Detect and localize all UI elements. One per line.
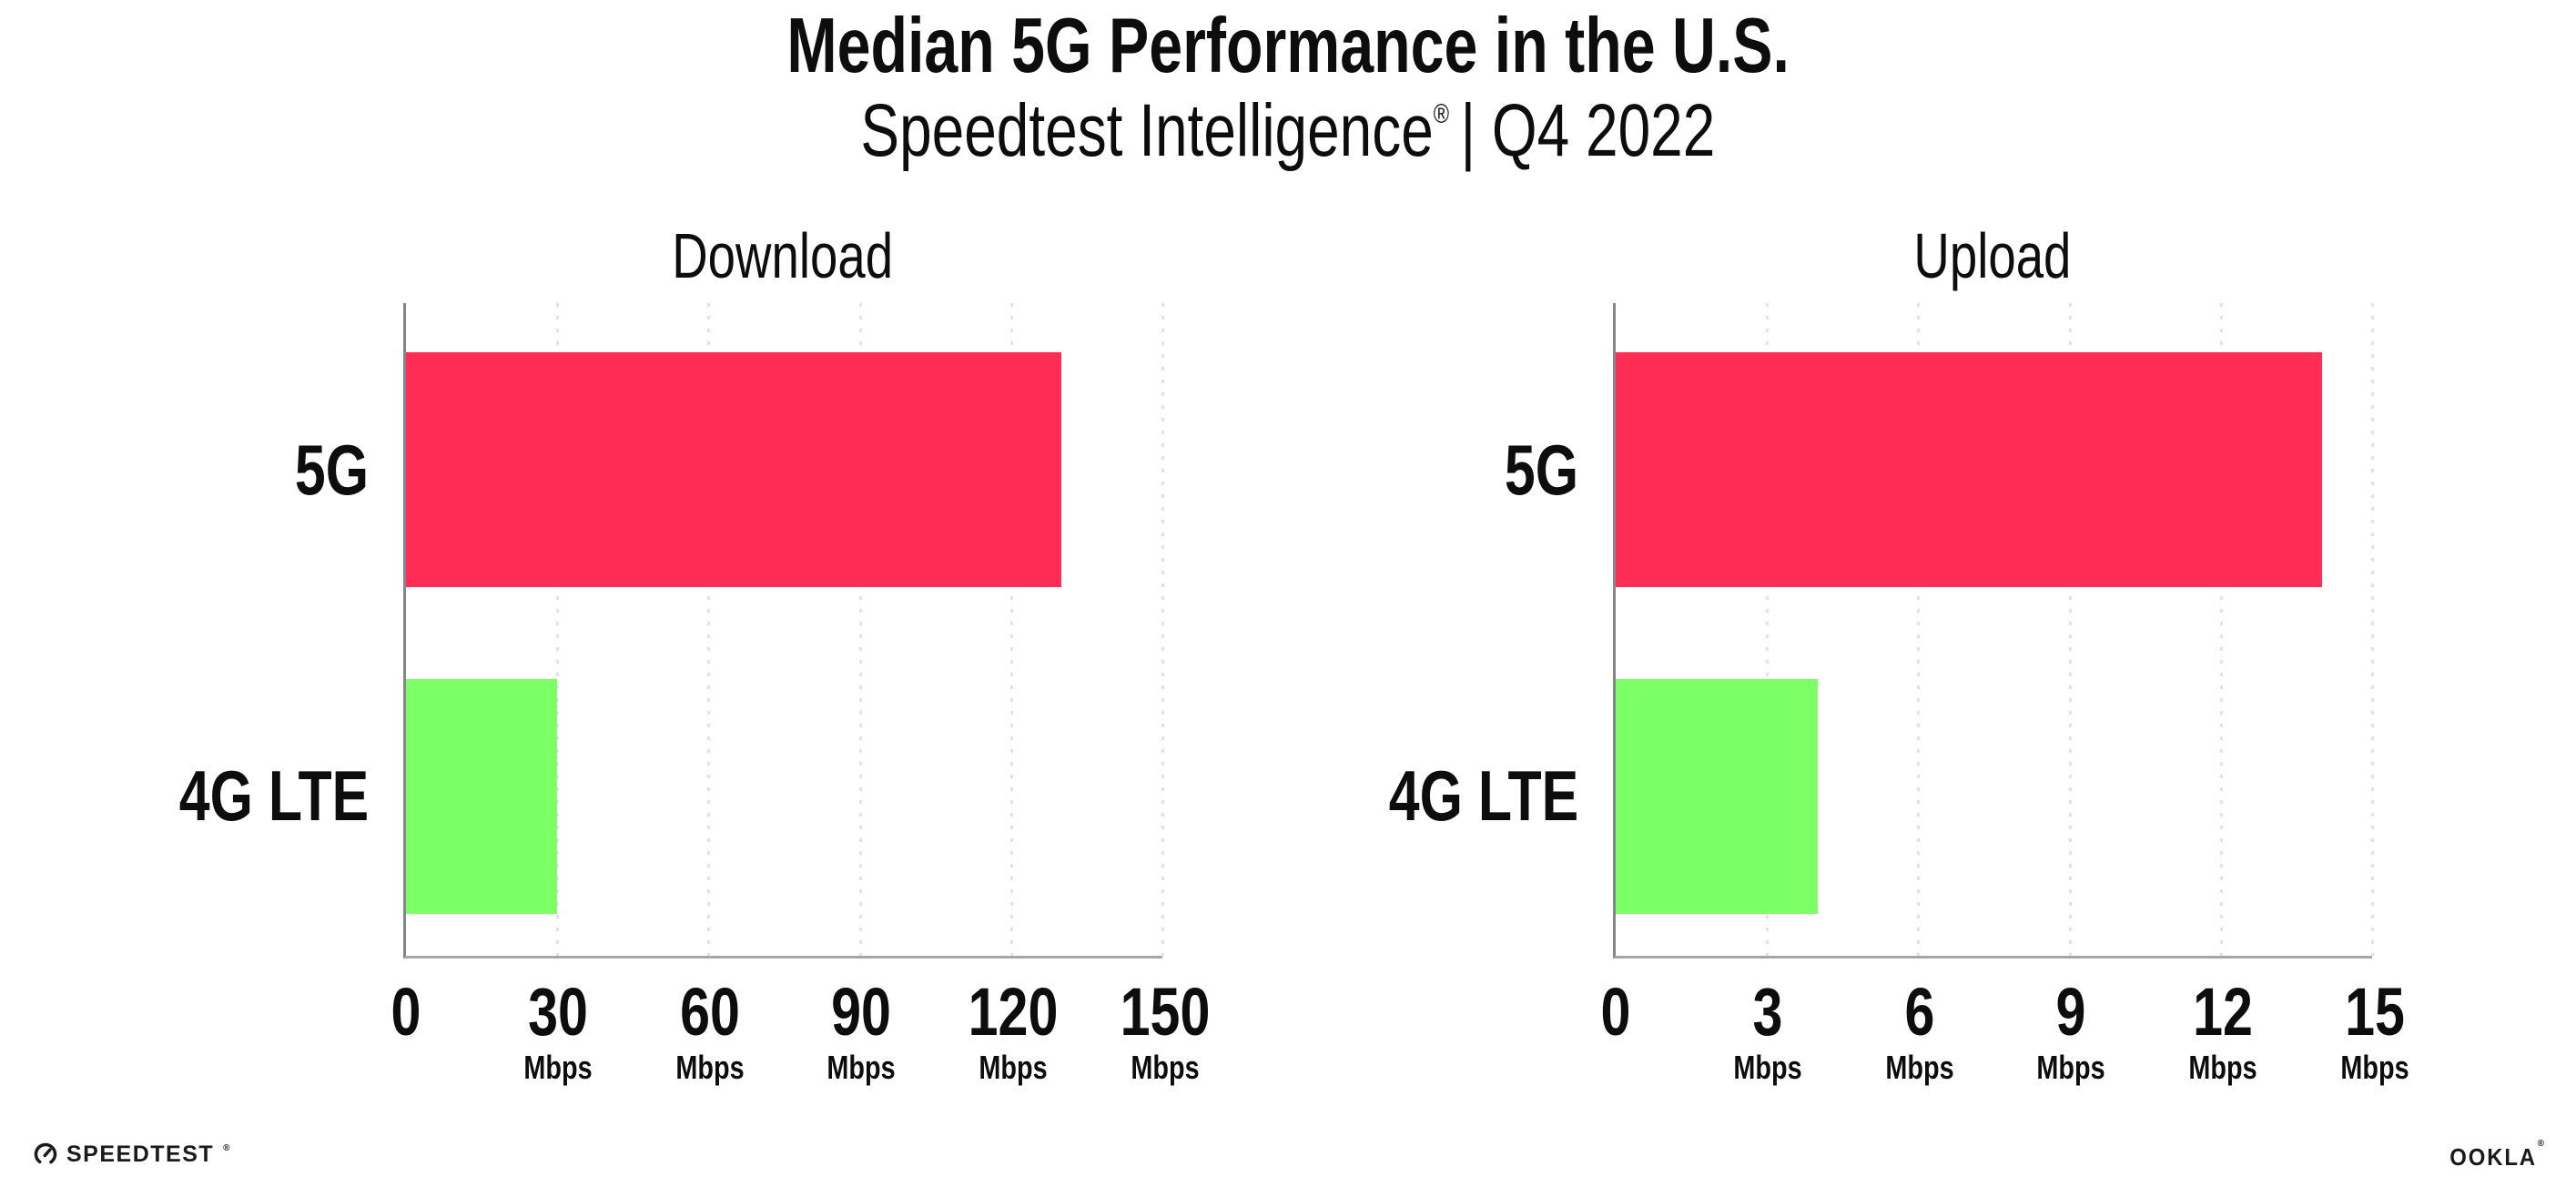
speedtest-logo: SPEEDTEST ® [33, 1141, 230, 1167]
registered-trademark-icon: ® [223, 1142, 230, 1153]
gridline [556, 303, 560, 956]
registered-trademark-icon: ® [2537, 1139, 2544, 1149]
gridline [2371, 303, 2374, 956]
gridline [1161, 303, 1164, 956]
upload-plot-area [1613, 303, 2374, 959]
bar-5g-upload [1616, 352, 2322, 587]
gridline [2068, 303, 2072, 956]
bar-4g-lte-download [406, 679, 558, 914]
x-tick: 6 Mbps [1884, 974, 1954, 1086]
category-label-4g-lte-upload: 4G LTE [1388, 756, 1578, 836]
gridline [707, 303, 711, 956]
download-x-axis: 0 30 Mbps 60 Mbps 90 Mbps 120 Mbps 150 M… [391, 974, 1211, 1097]
category-label-5g-download: 5G [294, 430, 369, 510]
gridline [2219, 303, 2223, 956]
x-tick: 9 Mbps [2036, 974, 2105, 1086]
page-subtitle: Speedtest Intelligence® | Q4 2022 [0, 94, 2576, 168]
x-tick: 3 Mbps [1733, 974, 1802, 1086]
upload-chart-title: Upload [1913, 220, 2072, 291]
speedtest-gauge-icon [34, 1142, 57, 1166]
gridline [858, 303, 862, 956]
gridline [1009, 303, 1013, 956]
category-label-4g-lte-download: 4G LTE [178, 756, 369, 836]
bar-5g-download [406, 352, 1062, 587]
gridline [1917, 303, 1921, 956]
x-tick: 0 [1600, 974, 1631, 1050]
page-title-text: Median 5G Performance in the U.S. [786, 3, 1790, 89]
category-label-5g-upload: 5G [1504, 430, 1578, 510]
x-tick: 90 Mbps [827, 974, 896, 1086]
x-tick: 60 Mbps [674, 974, 745, 1086]
x-tick: 120 Mbps [968, 974, 1059, 1086]
x-tick: 12 Mbps [2188, 974, 2257, 1086]
x-tick: 30 Mbps [523, 974, 593, 1086]
x-tick: 0 [390, 974, 421, 1050]
gridline [1766, 303, 1770, 956]
bar-4g-lte-upload [1616, 679, 1818, 914]
x-tick: 15 Mbps [2340, 974, 2409, 1086]
subtitle-brand: Speedtest Intelligence [860, 89, 1434, 172]
subtitle-period: | Q4 2022 [1460, 89, 1716, 172]
ookla-wordmark: OOKLA [2449, 1143, 2537, 1171]
ookla-logo: OOKLA ® [2442, 1139, 2544, 1171]
upload-x-axis: 0 3 Mbps 6 Mbps 9 Mbps 12 Mbps 15 Mbps [1601, 974, 2409, 1097]
speedtest-wordmark: SPEEDTEST [66, 1141, 215, 1167]
x-tick: 150 Mbps [1120, 974, 1211, 1086]
page-title: Median 5G Performance in the U.S. [0, 7, 2576, 85]
download-plot-area [403, 303, 1164, 959]
download-chart-title: Download [672, 220, 894, 291]
registered-trademark-icon: ® [1433, 99, 1450, 129]
